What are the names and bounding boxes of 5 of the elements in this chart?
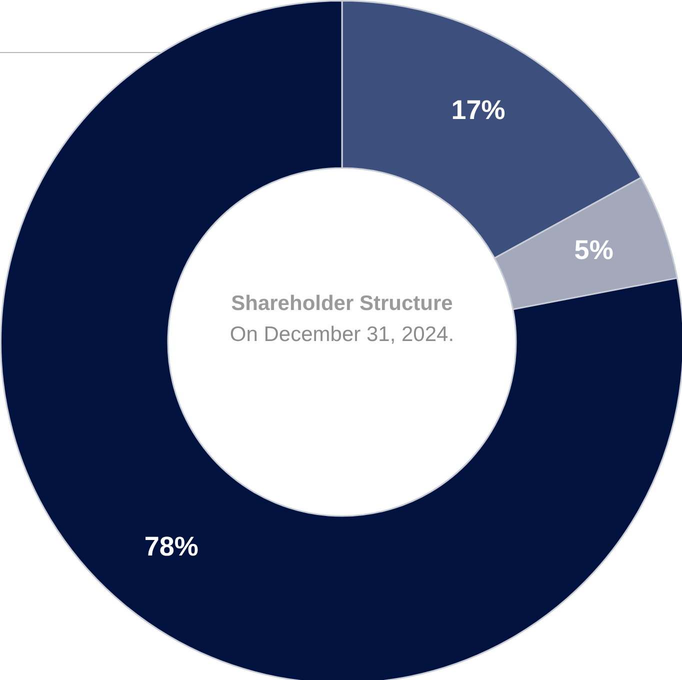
data-label: 78% — [144, 532, 198, 562]
data-label: 17% — [451, 95, 506, 126]
text: Shareholder Structure — [230, 291, 454, 317]
text: On December 31, 2024. — [228, 322, 456, 348]
data-label: 5% — [574, 234, 614, 265]
